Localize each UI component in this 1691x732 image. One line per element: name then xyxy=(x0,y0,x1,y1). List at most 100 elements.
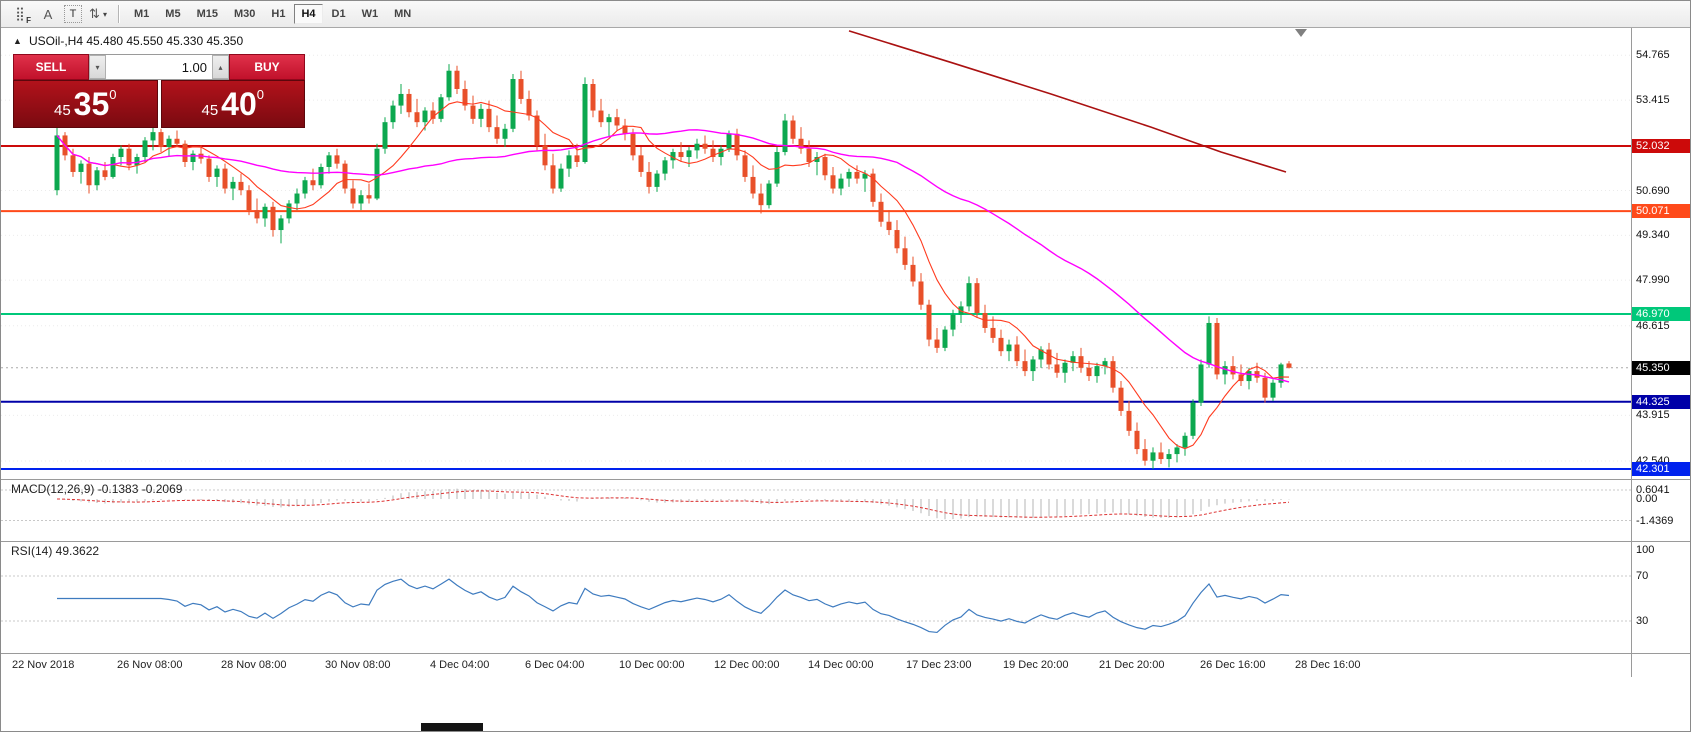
text-icon[interactable]: A xyxy=(43,6,53,22)
buy-price-display[interactable]: 45 40 0 xyxy=(160,80,305,128)
candle-body xyxy=(1270,382,1276,398)
candle-body xyxy=(190,153,196,162)
sell-price-display[interactable]: 45 35 0 xyxy=(13,80,158,128)
timeframe-d1-button[interactable]: D1 xyxy=(325,4,353,24)
candle-body xyxy=(774,152,780,184)
candle-body xyxy=(942,329,948,348)
candle-body xyxy=(246,190,252,211)
candle-body xyxy=(254,210,260,219)
candle-body xyxy=(150,132,156,141)
candle-body xyxy=(558,168,564,189)
candle-body xyxy=(1062,362,1068,373)
candle-body xyxy=(294,193,300,204)
candle-body xyxy=(1054,364,1060,373)
volume-increase-button[interactable]: ▴ xyxy=(212,55,229,79)
candle-body xyxy=(934,339,940,348)
candle-body xyxy=(1022,361,1028,372)
candle-body xyxy=(230,181,236,189)
candle-body xyxy=(1078,356,1084,368)
candle-body xyxy=(814,157,820,162)
timeframe-m5-button[interactable]: M5 xyxy=(158,4,187,24)
line-studies-toolbar: ⣿ F A T ⇅ ▾ xyxy=(6,3,112,25)
candle-body xyxy=(566,155,572,169)
ma-slow-line xyxy=(848,30,1287,173)
rsi-axis-label: 100 xyxy=(1636,544,1655,556)
rsi-indicator-label: RSI(14) 49.3622 xyxy=(11,544,100,558)
time-axis-label: 26 Nov 08:00 xyxy=(117,659,183,671)
candle-body xyxy=(910,264,916,282)
candle-body xyxy=(1222,366,1228,375)
candle-body xyxy=(670,152,676,161)
buy-button[interactable]: BUY xyxy=(229,54,305,80)
candle-body xyxy=(958,306,964,315)
candle-body xyxy=(334,155,340,164)
candle-body xyxy=(118,148,124,158)
timeframe-h1-button[interactable]: H1 xyxy=(264,4,292,24)
candle-body xyxy=(830,175,836,189)
candle-body xyxy=(950,314,956,330)
fibonacci-icon[interactable]: ⣿ F xyxy=(15,6,31,25)
candle-body xyxy=(270,206,276,231)
candle-body xyxy=(718,148,724,158)
timeframe-h4-button[interactable]: H4 xyxy=(294,4,323,24)
candle-body xyxy=(438,97,444,119)
time-axis-label: 4 Dec 04:00 xyxy=(430,659,490,671)
candle-body xyxy=(326,155,332,167)
candle-body xyxy=(1214,322,1220,375)
candle-body xyxy=(1230,366,1236,375)
candle-body xyxy=(110,157,116,177)
candle-body xyxy=(422,110,428,123)
price-axis-label: 43.915 xyxy=(1636,409,1670,422)
candle-body xyxy=(78,163,84,172)
rsi-axis-label: 70 xyxy=(1636,570,1649,582)
candle-body xyxy=(430,110,436,119)
candle-body xyxy=(694,143,700,151)
timeframe-m30-button[interactable]: M30 xyxy=(227,4,262,24)
candle-body xyxy=(518,79,524,99)
price-axis[interactable]: 54.765 53.415 50.690 49.340 47.990 46.615 43.9… xyxy=(1632,28,1690,677)
trade-prices-row: 45 35 0 45 40 0 xyxy=(13,80,305,128)
candle-body xyxy=(382,122,388,149)
candle-body xyxy=(998,337,1004,352)
arrows-icon[interactable]: ⇅ ▾ xyxy=(89,6,107,21)
candle-body xyxy=(1134,430,1140,450)
candle-body xyxy=(134,157,140,166)
candle-body xyxy=(614,117,620,126)
candle-body xyxy=(1118,387,1124,411)
timeframe-w1-button[interactable]: W1 xyxy=(355,4,386,24)
timeframe-m1-button[interactable]: M1 xyxy=(127,4,156,24)
candle-body xyxy=(534,115,540,146)
candle-body xyxy=(1238,374,1244,382)
candle-body xyxy=(94,170,100,186)
candle-body xyxy=(318,166,324,186)
ma-fast-line xyxy=(56,101,1290,450)
volume-decrease-button[interactable]: ▾ xyxy=(89,55,106,79)
candle-body xyxy=(174,138,180,144)
timeframe-m15-button[interactable]: M15 xyxy=(190,4,225,24)
candle-body xyxy=(726,133,732,149)
candle-body xyxy=(1046,349,1052,365)
candle-body xyxy=(966,283,972,307)
label-icon[interactable]: T xyxy=(64,5,82,23)
time-axis-label: 17 Dec 23:00 xyxy=(906,659,972,671)
candle-body xyxy=(502,128,508,139)
one-click-collapse-arrow-icon[interactable]: ▲ xyxy=(13,36,22,46)
timeframe-mn-button[interactable]: MN xyxy=(387,4,418,24)
buy-price-prefix: 45 xyxy=(201,102,219,119)
candle-body xyxy=(310,180,316,186)
candle-body xyxy=(878,201,884,222)
candle-body xyxy=(854,171,860,179)
sell-price-point: 0 xyxy=(109,87,117,102)
time-axis[interactable]: 22 Nov 2018 26 Nov 08:00 28 Nov 08:00 30 No… xyxy=(1,654,1631,677)
candle-body xyxy=(206,158,212,177)
volume-value[interactable]: 1.00 xyxy=(181,59,207,75)
time-axis-label: 10 Dec 00:00 xyxy=(619,659,685,671)
candle-body xyxy=(1254,371,1260,378)
candle-body xyxy=(1102,361,1108,367)
candle-body xyxy=(54,135,60,191)
candle-body xyxy=(470,105,476,119)
sell-button[interactable]: SELL xyxy=(13,54,89,80)
candle-body xyxy=(574,155,580,162)
candle-body xyxy=(1182,435,1188,448)
candle-body xyxy=(918,281,924,305)
